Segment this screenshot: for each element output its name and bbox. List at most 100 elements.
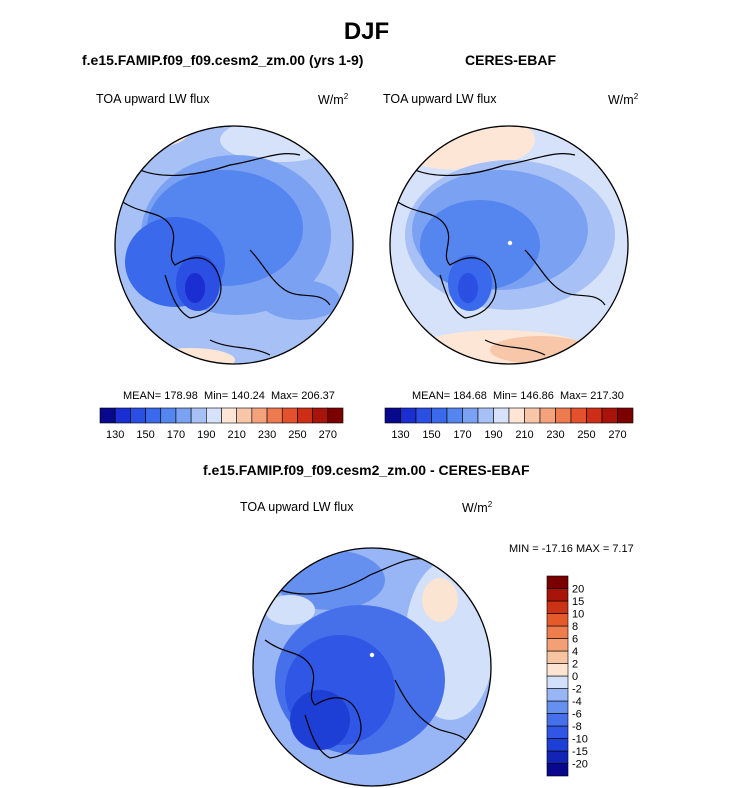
map2-border: [389, 125, 629, 365]
colorbar-model-tick-label: 150: [136, 429, 154, 441]
map1-warm-patch-nw: [115, 126, 190, 148]
panel2-units: W/m2: [608, 92, 638, 107]
panel2-units-base: W/m: [608, 93, 634, 108]
colorbar-model-swatch-3: [145, 407, 162, 424]
colorbar-obs: 130 150 170 190 210 230 250 270: [384, 407, 634, 441]
colorbar-obs-swatch-2: [415, 407, 432, 424]
map2-greenland-min: [458, 273, 478, 303]
colorbar-diff-tick-label: -4: [572, 696, 582, 708]
colorbar-diff-tick-label: 0: [572, 671, 578, 683]
map2-pole-marker: [507, 240, 513, 246]
diff-stats: MIN = -17.16 MAX = 7.17: [509, 543, 634, 555]
colorbar-model-swatch-15: [327, 407, 344, 424]
colorbar-model-swatch-12: [281, 407, 298, 424]
map1-coast-south: [209, 339, 271, 356]
colorbar-model-swatch-7: [206, 407, 222, 424]
colorbar-obs-swatch-7: [493, 407, 510, 424]
diff-units-exp: 2: [487, 500, 493, 509]
colorbar-diff-swatch-15: [546, 575, 569, 589]
map2-coast-north: [414, 153, 576, 177]
map2-coast-south: [484, 339, 546, 356]
colorbar-diff-swatch-14: [546, 588, 569, 602]
colorbar-model-tick-label: 250: [288, 429, 306, 441]
map3-negative-min: [290, 690, 350, 750]
colorbar-model-swatch-4: [160, 407, 177, 424]
map1-coast-north: [139, 153, 301, 177]
colorbar-obs-tick-label: 130: [391, 429, 409, 441]
panel1-units-exp: 2: [343, 92, 349, 101]
colorbar-obs-swatch-14: [601, 407, 618, 424]
panel1-min: Min= 140.24: [204, 390, 265, 402]
colorbar-diff-swatch-0: [546, 763, 569, 777]
colorbar-obs-tick-label: 170: [453, 429, 471, 441]
map1-greenland-min: [185, 273, 205, 303]
colorbar-obs-swatch-11: [555, 407, 572, 424]
panel1-title: f.e15.FAMIP.f09_f09.cesm2_zm.00 (yrs 1-9…: [82, 52, 364, 68]
colorbar-obs-swatch-4: [446, 407, 463, 424]
map2-coast-east: [524, 249, 606, 306]
colorbar-obs-tick-label: 190: [484, 429, 502, 441]
panel2-max: Max= 217.30: [560, 390, 624, 402]
colorbar-model-swatch-1: [114, 407, 131, 424]
colorbar-obs-swatch-1: [400, 407, 417, 424]
diff-panel-title: f.e15.FAMIP.f09_f09.cesm2_zm.00 - CERES-…: [203, 462, 530, 478]
colorbar-obs-tick-label: 250: [577, 429, 595, 441]
colorbar-diff-tick-label: -10: [572, 734, 588, 746]
map1-border: [114, 125, 354, 365]
colorbar-obs-swatch-0: [384, 407, 401, 424]
colorbar-model-swatch-0: [99, 407, 116, 424]
colorbar-diff-tick-label: -20: [572, 759, 588, 771]
panel2-min: Min= 146.86: [493, 390, 554, 402]
map2-coast-greenland: [394, 199, 497, 319]
panel1-stats: MEAN= 178.98 Min= 140.24 Max= 206.37: [123, 390, 335, 402]
colorbar-model-swatch-2: [130, 407, 146, 424]
map3-coast-north: [279, 558, 431, 595]
panel1-units: W/m2: [318, 92, 348, 107]
map1-coast-greenland: [119, 199, 222, 319]
colorbar-obs-swatch-10: [539, 407, 556, 424]
colorbar-diff-tick-label: 10: [572, 609, 584, 621]
figure-title: DJF: [343, 18, 390, 45]
map3-border: [252, 547, 492, 787]
colorbar-diff-swatch-5: [546, 700, 569, 714]
colorbar-diff-tick-label: 2: [572, 659, 578, 671]
panel1-mean: MEAN= 178.98: [123, 390, 198, 402]
colorbar-diff-tick-label: -2: [572, 684, 582, 696]
colorbar-diff-swatch-7: [546, 675, 569, 689]
colorbar-obs-tick-label: 210: [515, 429, 533, 441]
colorbar-obs-swatch-6: [477, 407, 494, 424]
colorbar-obs-swatch-9: [524, 407, 541, 424]
colorbar-obs-swatch-8: [508, 407, 525, 424]
panel1-max: Max= 206.37: [271, 390, 335, 402]
diff-variable-label: TOA upward LW flux: [240, 500, 354, 514]
colorbar-diff-tick-label: 4: [572, 646, 578, 658]
map3-coast-east: [394, 679, 471, 746]
map3-coast-greenland: [264, 639, 362, 759]
map2-zone-160: [420, 200, 540, 290]
colorbar-obs-swatch-3: [431, 407, 448, 424]
colorbar-model-swatch-6: [190, 407, 207, 424]
colorbar-model-tick-label: 210: [228, 429, 246, 441]
colorbar-diff-swatch-3: [546, 725, 569, 739]
colorbar-diff-swatch-10: [546, 638, 569, 652]
panel2-mean: MEAN= 184.68: [412, 390, 487, 402]
colorbar-model: 130 150 170 190 210 230 250 270: [99, 407, 344, 441]
map3-coastlines: [264, 558, 471, 759]
colorbar-obs-swatch-15: [617, 407, 634, 424]
colorbar-model-swatch-5: [175, 407, 192, 424]
colorbar-diff-tick-label: 6: [572, 634, 578, 646]
map1-field: [115, 126, 353, 364]
panel2-units-exp: 2: [633, 92, 639, 101]
colorbar-model-tick-label: 230: [258, 429, 276, 441]
colorbar-diff-swatch-1: [546, 750, 569, 764]
colorbar-diff-swatch-9: [546, 650, 569, 664]
colorbar-diff-tick-label: 20: [572, 584, 584, 596]
colorbar-diff-tick-label: -6: [572, 709, 582, 721]
colorbar-obs-tick-label: 270: [608, 429, 626, 441]
map2-coastlines: [394, 153, 606, 356]
colorbar-model-swatch-14: [312, 407, 329, 424]
colorbar-model-swatch-9: [236, 407, 253, 424]
colorbar-model-swatch-11: [266, 407, 283, 424]
panel2-variable-label: TOA upward LW flux: [383, 92, 497, 106]
